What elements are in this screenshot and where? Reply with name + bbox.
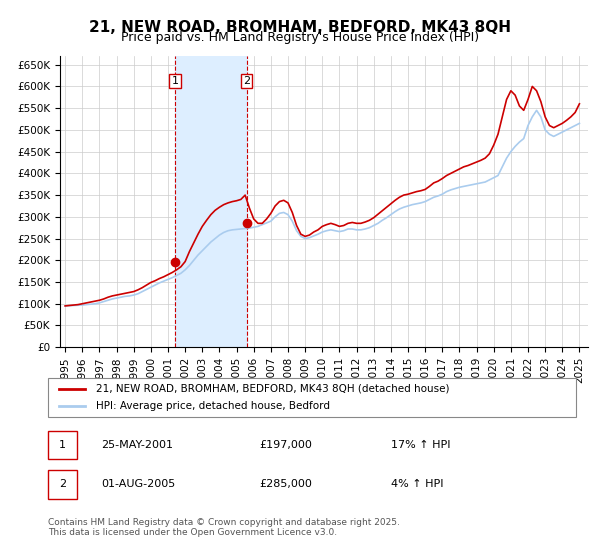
FancyBboxPatch shape	[48, 470, 77, 498]
Text: Contains HM Land Registry data © Crown copyright and database right 2025.
This d: Contains HM Land Registry data © Crown c…	[48, 518, 400, 538]
Text: HPI: Average price, detached house, Bedford: HPI: Average price, detached house, Bedf…	[95, 401, 329, 411]
FancyBboxPatch shape	[48, 431, 77, 459]
Text: £197,000: £197,000	[259, 440, 312, 450]
Text: 17% ↑ HPI: 17% ↑ HPI	[391, 440, 451, 450]
Text: 2: 2	[243, 76, 250, 86]
Text: 25-MAY-2001: 25-MAY-2001	[101, 440, 173, 450]
Text: 4% ↑ HPI: 4% ↑ HPI	[391, 479, 444, 489]
Text: Price paid vs. HM Land Registry's House Price Index (HPI): Price paid vs. HM Land Registry's House …	[121, 31, 479, 44]
FancyBboxPatch shape	[48, 378, 576, 417]
Text: 01-AUG-2005: 01-AUG-2005	[101, 479, 175, 489]
Text: 2: 2	[59, 479, 67, 489]
Text: 1: 1	[59, 440, 66, 450]
Text: 21, NEW ROAD, BROMHAM, BEDFORD, MK43 8QH: 21, NEW ROAD, BROMHAM, BEDFORD, MK43 8QH	[89, 20, 511, 35]
Bar	[175, 56, 247, 347]
Text: 21, NEW ROAD, BROMHAM, BEDFORD, MK43 8QH (detached house): 21, NEW ROAD, BROMHAM, BEDFORD, MK43 8QH…	[95, 384, 449, 394]
Text: 1: 1	[172, 76, 178, 86]
Text: £285,000: £285,000	[259, 479, 312, 489]
